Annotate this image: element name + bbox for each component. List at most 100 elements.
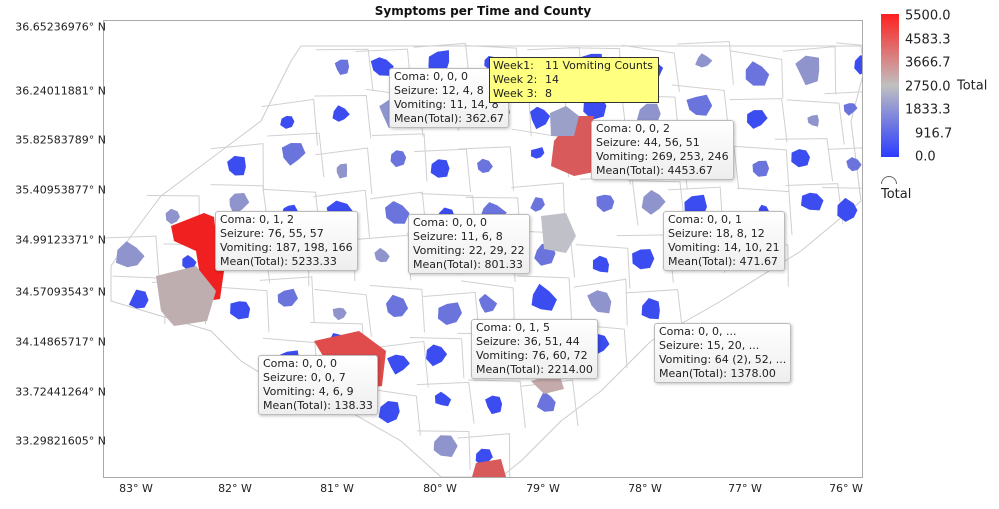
- lat-tick-label: 36.24011881° N: [15, 84, 106, 98]
- legend-tick: 3666.7: [905, 55, 951, 71]
- tooltip-line: Vomiting: 269, 253, 246: [596, 150, 729, 163]
- hover-row: Week 2: 14: [493, 73, 655, 87]
- legend-tick: 2750.0: [905, 79, 951, 94]
- lon-tick-label: 77° W: [728, 482, 762, 495]
- county-fill: [437, 302, 462, 325]
- county-fill: [478, 293, 498, 313]
- county-fill: [592, 255, 609, 273]
- county-borders: [104, 40, 862, 477]
- county-fill: [530, 197, 545, 212]
- county-fill: [229, 193, 250, 215]
- legend-total-item[interactable]: Total: [881, 172, 911, 202]
- tooltip-line: Seizure: 18, 8, 12: [668, 227, 765, 240]
- county-tooltip: Coma: 0, 0, 2 Seizure: 44, 56, 51 Vomiting…: [591, 120, 734, 180]
- tooltip-line: Coma: 0, 0, 2: [596, 122, 671, 135]
- county-fill: [374, 247, 390, 263]
- tooltip-line: Seizure: 36, 51, 44: [476, 335, 580, 348]
- county-border: [458, 146, 515, 191]
- county-tooltip: Coma: 0, 1, 5 Seizure: 36, 51, 44 Vomiting…: [471, 319, 598, 379]
- county-fill: [230, 301, 251, 320]
- tooltip-line: Seizure: 12, 4, 8: [394, 84, 484, 97]
- tooltip-line: Mean(Total): 471.67: [668, 255, 778, 268]
- county-fill: [846, 157, 862, 172]
- lat-tick-label: 35.40953877° N: [15, 183, 106, 197]
- county-fill: [807, 114, 819, 127]
- tooltip-line: Vomiting: 14, 10, 21: [668, 241, 780, 254]
- county-fill: [536, 391, 556, 412]
- chart-title: Symptoms per Time and County: [374, 4, 592, 18]
- tooltip-line: Coma: 0, 1, 2: [220, 213, 295, 226]
- tooltip-line: Coma: 0, 0, 1: [668, 213, 743, 226]
- county-gray-north: [550, 106, 579, 136]
- county-fill: [434, 391, 452, 407]
- county-fill: [837, 197, 858, 222]
- county-fill: [332, 307, 347, 321]
- lat-tick-label: 33.72441264° N: [15, 385, 106, 399]
- county-fill: [182, 255, 197, 271]
- tooltip-line: Vomiting: 187, 198, 166: [220, 241, 353, 254]
- county-border: [468, 379, 526, 428]
- tooltip-line: Mean(Total): 2214.00: [476, 363, 593, 376]
- county-border: [729, 98, 788, 143]
- lon-tick-label: 83° W: [119, 482, 153, 495]
- county-fill: [752, 160, 770, 177]
- county-border: [836, 42, 862, 46]
- county-border: [736, 187, 793, 235]
- tooltip-line: Mean(Total): 138.33: [263, 399, 373, 412]
- lat-tick-label: 34.57093543° N: [15, 285, 106, 299]
- county-fill: [385, 201, 410, 224]
- county-border: [575, 244, 631, 289]
- tooltip-line: Vomiting: 64 (2), 52, ...: [659, 353, 787, 366]
- county-border: [461, 280, 515, 328]
- county-fill: [587, 290, 612, 314]
- county-highest-west: [171, 213, 224, 301]
- county-fill: [795, 55, 820, 86]
- county-fill: [854, 55, 862, 75]
- county-fill: [791, 149, 810, 168]
- county-border: [672, 84, 729, 130]
- county-tooltip: Coma: 0, 0, 0 Seizure: 11, 6, 8 Vomiting: …: [408, 214, 530, 274]
- hover-value: 8: [545, 87, 552, 100]
- county-fill: [426, 344, 448, 367]
- county-border: [315, 147, 373, 195]
- lon-tick-label: 81° W: [320, 482, 354, 495]
- county-mid-west: [156, 266, 216, 326]
- county-fill: [596, 194, 615, 213]
- county-fill: [801, 192, 824, 211]
- tooltip-line: Mean(Total): 801.33: [413, 258, 523, 271]
- county-border: [259, 276, 315, 323]
- county-border: [369, 285, 426, 333]
- county-fill: [433, 435, 458, 457]
- legend-tick: 1833.3: [905, 102, 951, 118]
- county-fill: [641, 298, 660, 320]
- county-border: [822, 187, 862, 189]
- county-border: [314, 288, 372, 337]
- lon-tick-label: 76° W: [829, 482, 863, 495]
- county-border: [371, 340, 429, 388]
- county-tooltip: Coma: 0, 1, 2 Seizure: 76, 55, 57 Vomiting…: [215, 211, 358, 271]
- tooltip-line: Mean(Total): 1378.00: [659, 367, 776, 380]
- county-fill: [277, 288, 298, 307]
- tooltip-line: Seizure: 44, 56, 51: [596, 136, 700, 149]
- hover-week: Week 2:: [493, 73, 538, 86]
- county-fill: [430, 159, 450, 178]
- county-fill: [485, 395, 503, 415]
- tooltip-line: Mean(Total): 4453.67: [596, 164, 713, 177]
- hover-row: Week 3: 8: [493, 87, 655, 101]
- hover-week: Week 3:: [493, 87, 538, 100]
- county-fill: [531, 283, 557, 311]
- county-fill: [332, 105, 350, 122]
- legend-title: Total: [957, 78, 988, 94]
- tooltip-line: Coma: 0, 0, ...: [659, 325, 737, 338]
- lon-tick-label: 78° W: [628, 482, 662, 495]
- county-fill: [116, 241, 145, 268]
- county-border: [457, 433, 511, 477]
- county-fill: [695, 53, 713, 68]
- arc-icon: [881, 175, 897, 184]
- county-fill: [334, 59, 350, 75]
- tooltip-line: Coma: 0, 0, 0: [263, 357, 338, 370]
- county-fill: [843, 103, 858, 116]
- county-fill: [227, 155, 246, 176]
- lon-tick-label: 80° W: [423, 482, 457, 495]
- tooltip-line: Seizure: 0, 0, 7: [263, 371, 346, 384]
